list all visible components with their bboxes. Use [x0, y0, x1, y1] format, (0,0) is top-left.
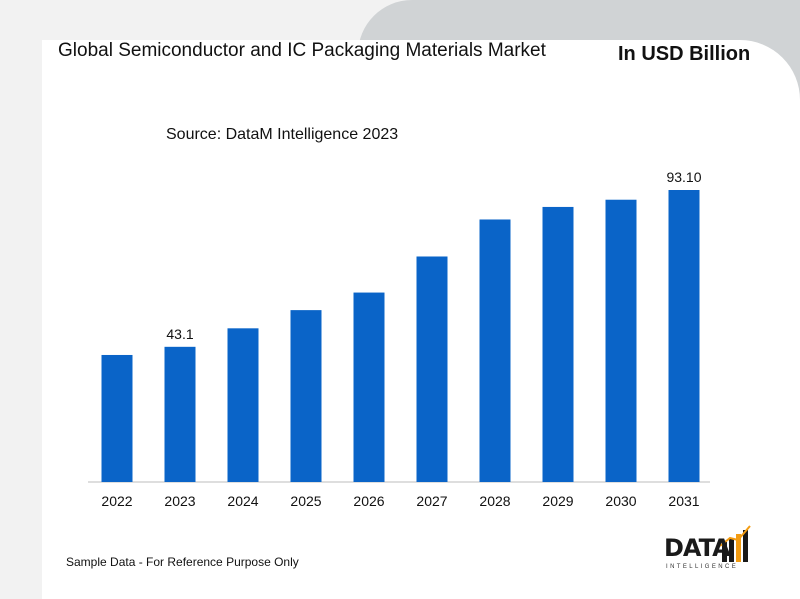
source-label: Source: DataM Intelligence 2023 [166, 126, 399, 143]
x-tick-label-2031: 2031 [668, 493, 699, 509]
chart-title: Global Semiconductor and IC Packaging Ma… [58, 40, 546, 61]
bar-2024 [227, 328, 259, 482]
bar-2025 [290, 310, 322, 482]
footer-note: Sample Data - For Reference Purpose Only [66, 555, 299, 569]
x-tick-label-2023: 2023 [164, 493, 195, 509]
x-tick-label-2026: 2026 [353, 493, 384, 509]
bar-2028 [479, 219, 511, 482]
logo-word: DATA [664, 534, 731, 562]
data-label-2031: 93.10 [666, 169, 701, 185]
x-tick-label-2028: 2028 [479, 493, 510, 509]
bar-2031 [668, 190, 700, 482]
x-tick-label-2024: 2024 [227, 493, 258, 509]
x-tick-label-2022: 2022 [101, 493, 132, 509]
logo-subtext: INTELLIGENCE [666, 564, 739, 570]
bar-2030 [605, 199, 637, 482]
logo-bars-icon [719, 525, 751, 562]
datam-logo: DATA INTELLIGENCE [664, 524, 760, 574]
x-tick-label-2029: 2029 [542, 493, 573, 509]
x-tick-label-2027: 2027 [416, 493, 447, 509]
bar-2022 [101, 354, 133, 482]
x-tick-label-2025: 2025 [290, 493, 321, 509]
bar-2029 [542, 206, 574, 482]
bar-2026 [353, 292, 385, 482]
data-label-2023: 43.1 [166, 326, 193, 342]
x-tick-label-2030: 2030 [605, 493, 636, 509]
bar-2023 [164, 346, 196, 482]
unit-label: In USD Billion [618, 43, 751, 65]
bar-2027 [416, 256, 448, 482]
